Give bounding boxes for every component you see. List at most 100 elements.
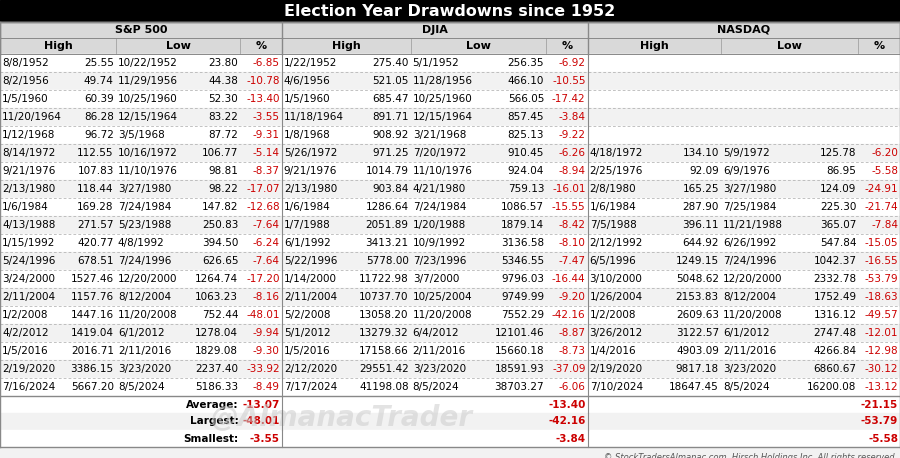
Text: 3413.21: 3413.21 (365, 238, 409, 248)
Text: 1419.04: 1419.04 (71, 328, 113, 338)
Text: -3.55: -3.55 (250, 434, 280, 443)
Text: 626.65: 626.65 (202, 256, 238, 266)
Text: Low: Low (778, 41, 802, 51)
Text: 3/7/2000: 3/7/2000 (413, 274, 459, 284)
Bar (0, 126, 900, 144)
Text: -49.57: -49.57 (864, 310, 898, 320)
Text: %: % (874, 41, 885, 51)
Text: 16200.08: 16200.08 (807, 382, 857, 392)
Text: 3/23/2020: 3/23/2020 (723, 364, 776, 374)
Text: 3136.58: 3136.58 (501, 238, 544, 248)
Text: 2/12/2020: 2/12/2020 (284, 364, 337, 374)
Bar (0, 378, 900, 396)
Text: 4/21/1980: 4/21/1980 (413, 184, 466, 194)
Text: 1/6/1984: 1/6/1984 (590, 202, 636, 212)
Text: -8.73: -8.73 (559, 346, 586, 356)
Text: 11/10/1976: 11/10/1976 (413, 166, 472, 176)
Text: 4903.09: 4903.09 (676, 346, 719, 356)
Text: %: % (256, 41, 266, 51)
Text: 5/1/1952: 5/1/1952 (413, 58, 459, 68)
Text: 1014.79: 1014.79 (365, 166, 409, 176)
Text: 1/2/2008: 1/2/2008 (590, 310, 636, 320)
Text: 169.28: 169.28 (77, 202, 113, 212)
Text: © StockTradersAlmanac.com, Hirsch Holdings Inc. All rights reserved.: © StockTradersAlmanac.com, Hirsch Holdin… (604, 453, 897, 458)
Text: 7/24/1996: 7/24/1996 (118, 256, 171, 266)
Text: 15660.18: 15660.18 (494, 346, 544, 356)
Text: 1/5/1960: 1/5/1960 (2, 94, 49, 104)
Text: -37.09: -37.09 (552, 364, 586, 374)
Text: 3122.57: 3122.57 (676, 328, 719, 338)
Text: -33.92: -33.92 (247, 364, 280, 374)
Text: 1879.14: 1879.14 (501, 220, 544, 230)
Text: 10/25/1960: 10/25/1960 (118, 94, 177, 104)
Text: -30.12: -30.12 (865, 364, 898, 374)
Text: Average:: Average: (185, 399, 238, 409)
Text: 10/25/2004: 10/25/2004 (413, 292, 472, 302)
Text: 924.04: 924.04 (508, 166, 544, 176)
Text: 4/6/1956: 4/6/1956 (284, 76, 330, 86)
Text: 92.09: 92.09 (689, 166, 719, 176)
Text: 11/20/2008: 11/20/2008 (723, 310, 782, 320)
Text: 98.81: 98.81 (209, 166, 238, 176)
Text: 8/8/1952: 8/8/1952 (2, 58, 49, 68)
Text: 52.30: 52.30 (209, 94, 238, 104)
Text: -3.84: -3.84 (555, 434, 586, 443)
Text: 2237.40: 2237.40 (195, 364, 239, 374)
Bar (0, 72, 900, 90)
Text: 10737.70: 10737.70 (359, 292, 409, 302)
Text: 2/25/1976: 2/25/1976 (590, 166, 643, 176)
Text: -48.01: -48.01 (242, 416, 280, 426)
Text: 9749.99: 9749.99 (501, 292, 544, 302)
Bar (0, 22, 900, 38)
Text: -15.55: -15.55 (552, 202, 586, 212)
Text: -7.64: -7.64 (253, 220, 280, 230)
Bar (0, 288, 900, 306)
Text: 18647.45: 18647.45 (669, 382, 719, 392)
Text: -9.31: -9.31 (253, 130, 280, 140)
Text: 7/25/1984: 7/25/1984 (723, 202, 776, 212)
Text: 394.50: 394.50 (202, 238, 238, 248)
Text: High: High (332, 41, 361, 51)
Text: 11722.98: 11722.98 (359, 274, 409, 284)
Text: 107.83: 107.83 (77, 166, 113, 176)
Text: -8.42: -8.42 (559, 220, 586, 230)
Text: 9/21/1976: 9/21/1976 (2, 166, 56, 176)
Text: -5.58: -5.58 (871, 166, 898, 176)
Text: -7.47: -7.47 (559, 256, 586, 266)
Text: Low: Low (166, 41, 191, 51)
Text: 9796.03: 9796.03 (501, 274, 544, 284)
Text: 17158.66: 17158.66 (359, 346, 409, 356)
Text: 29551.42: 29551.42 (359, 364, 409, 374)
Text: 5667.20: 5667.20 (71, 382, 113, 392)
Text: 2/11/2004: 2/11/2004 (2, 292, 55, 302)
Text: -3.84: -3.84 (559, 112, 586, 122)
Text: 87.72: 87.72 (209, 130, 238, 140)
Text: 9817.18: 9817.18 (676, 364, 719, 374)
Text: -10.78: -10.78 (247, 76, 280, 86)
Text: -16.44: -16.44 (552, 274, 586, 284)
Text: -3.55: -3.55 (253, 112, 280, 122)
Text: 971.25: 971.25 (373, 148, 409, 158)
Text: 12/20/2000: 12/20/2000 (723, 274, 782, 284)
Text: 1752.49: 1752.49 (814, 292, 857, 302)
Text: 11/20/2008: 11/20/2008 (118, 310, 177, 320)
Text: -13.40: -13.40 (247, 94, 280, 104)
Text: 6/26/1992: 6/26/1992 (723, 238, 776, 248)
Text: 4/13/1988: 4/13/1988 (2, 220, 56, 230)
Text: 8/5/2024: 8/5/2024 (413, 382, 459, 392)
Text: 125.78: 125.78 (820, 148, 857, 158)
Text: 1316.12: 1316.12 (814, 310, 857, 320)
Text: 1/8/1968: 1/8/1968 (284, 130, 330, 140)
Text: 1/4/2016: 1/4/2016 (590, 346, 636, 356)
Text: 6/9/1976: 6/9/1976 (723, 166, 770, 176)
Text: High: High (640, 41, 669, 51)
Text: 891.71: 891.71 (373, 112, 409, 122)
Text: -6.24: -6.24 (253, 238, 280, 248)
Text: 225.30: 225.30 (820, 202, 857, 212)
Text: 287.90: 287.90 (682, 202, 719, 212)
Text: 365.07: 365.07 (820, 220, 857, 230)
Text: 275.40: 275.40 (373, 58, 409, 68)
Text: 7/20/1972: 7/20/1972 (413, 148, 466, 158)
Text: -6.92: -6.92 (559, 58, 586, 68)
Text: -21.15: -21.15 (860, 399, 898, 409)
